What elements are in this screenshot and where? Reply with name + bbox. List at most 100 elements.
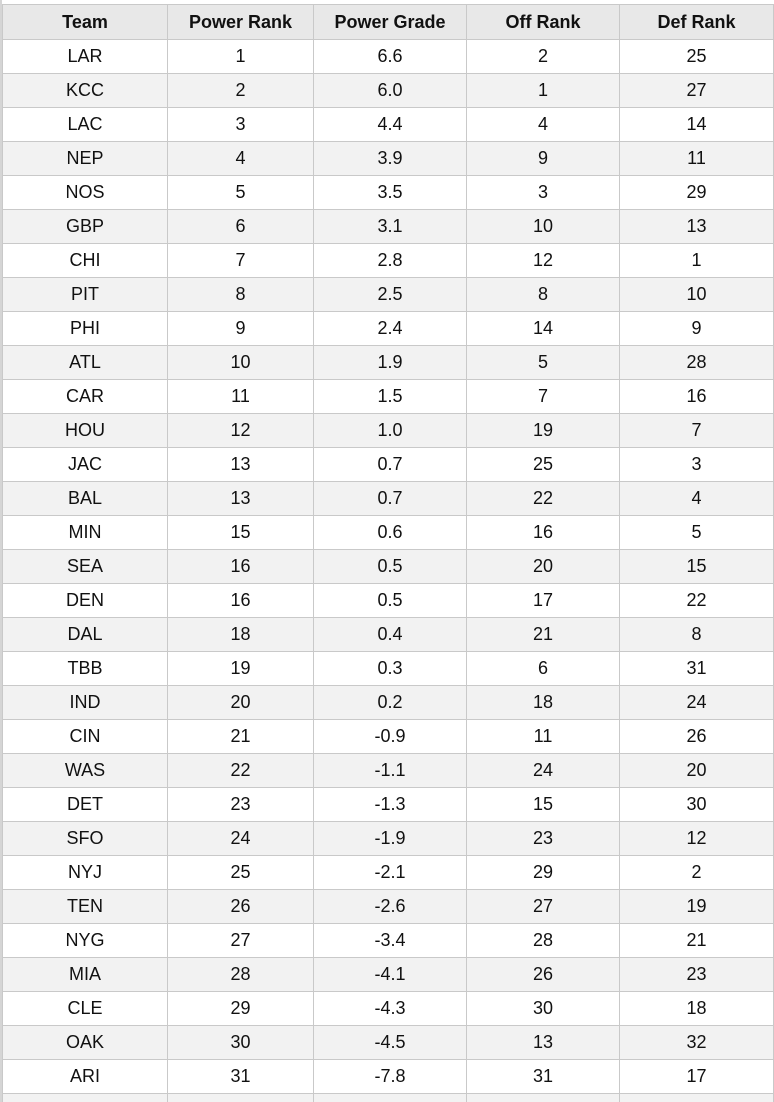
cell-power-rank[interactable]: 24 <box>167 821 314 856</box>
cell-off-rank[interactable]: 26 <box>466 957 620 992</box>
cell-power-grade[interactable]: -2.1 <box>313 855 467 890</box>
cell-def-rank[interactable]: 24 <box>619 685 774 720</box>
cell-power-rank[interactable]: 27 <box>167 923 314 958</box>
cell-team[interactable]: KCC <box>2 73 168 108</box>
cell-power-rank[interactable]: 18 <box>167 617 314 652</box>
cell-off-rank[interactable]: 3 <box>466 175 620 210</box>
cell-team[interactable]: TEN <box>2 889 168 924</box>
cell-team[interactable]: DAL <box>2 617 168 652</box>
cell-def-rank[interactable]: 10 <box>619 277 774 312</box>
cell-def-rank[interactable]: 14 <box>619 107 774 142</box>
cell-def-rank[interactable]: 5 <box>619 515 774 550</box>
cell-team[interactable]: BUF <box>2 1093 168 1102</box>
cell-power-rank[interactable]: 10 <box>167 345 314 380</box>
cell-def-rank[interactable]: 4 <box>619 481 774 516</box>
cell-off-rank[interactable]: 24 <box>466 753 620 788</box>
cell-power-rank[interactable]: 16 <box>167 549 314 584</box>
cell-power-grade[interactable]: 3.5 <box>313 175 467 210</box>
cell-team[interactable]: JAC <box>2 447 168 482</box>
header-team[interactable]: Team <box>2 4 168 40</box>
cell-team[interactable]: CHI <box>2 243 168 278</box>
cell-off-rank[interactable]: 14 <box>466 311 620 346</box>
cell-def-rank[interactable]: 6 <box>619 1093 774 1102</box>
cell-team[interactable]: PHI <box>2 311 168 346</box>
cell-off-rank[interactable]: 29 <box>466 855 620 890</box>
cell-power-grade[interactable]: -1.9 <box>313 821 467 856</box>
cell-team[interactable]: IND <box>2 685 168 720</box>
cell-power-grade[interactable]: 1.5 <box>313 379 467 414</box>
cell-power-grade[interactable]: 3.1 <box>313 209 467 244</box>
cell-off-rank[interactable]: 8 <box>466 277 620 312</box>
cell-def-rank[interactable]: 9 <box>619 311 774 346</box>
cell-def-rank[interactable]: 27 <box>619 73 774 108</box>
cell-def-rank[interactable]: 30 <box>619 787 774 822</box>
cell-team[interactable]: PIT <box>2 277 168 312</box>
cell-power-grade[interactable]: 0.3 <box>313 651 467 686</box>
cell-power-rank[interactable]: 2 <box>167 73 314 108</box>
cell-power-rank[interactable]: 19 <box>167 651 314 686</box>
cell-team[interactable]: DET <box>2 787 168 822</box>
cell-off-rank[interactable]: 15 <box>466 787 620 822</box>
cell-team[interactable]: NEP <box>2 141 168 176</box>
cell-power-rank[interactable]: 5 <box>167 175 314 210</box>
cell-power-rank[interactable]: 11 <box>167 379 314 414</box>
cell-team[interactable]: OAK <box>2 1025 168 1060</box>
cell-off-rank[interactable]: 21 <box>466 617 620 652</box>
cell-off-rank[interactable]: 32 <box>466 1093 620 1102</box>
cell-power-grade[interactable]: -2.6 <box>313 889 467 924</box>
cell-team[interactable]: LAR <box>2 39 168 74</box>
cell-team[interactable]: MIN <box>2 515 168 550</box>
cell-power-rank[interactable]: 26 <box>167 889 314 924</box>
cell-team[interactable]: SFO <box>2 821 168 856</box>
cell-power-grade[interactable]: 1.9 <box>313 345 467 380</box>
cell-off-rank[interactable]: 13 <box>466 1025 620 1060</box>
cell-power-grade[interactable]: -4.5 <box>313 1025 467 1060</box>
cell-power-grade[interactable]: 0.5 <box>313 583 467 618</box>
cell-power-grade[interactable]: 0.7 <box>313 447 467 482</box>
cell-power-rank[interactable]: 8 <box>167 277 314 312</box>
cell-def-rank[interactable]: 1 <box>619 243 774 278</box>
cell-off-rank[interactable]: 20 <box>466 549 620 584</box>
cell-power-grade[interactable]: -4.3 <box>313 991 467 1026</box>
cell-team[interactable]: NYJ <box>2 855 168 890</box>
cell-power-grade[interactable]: 6.6 <box>313 39 467 74</box>
cell-power-rank[interactable]: 12 <box>167 413 314 448</box>
cell-power-rank[interactable]: 31 <box>167 1059 314 1094</box>
cell-power-grade[interactable]: -7.8 <box>313 1059 467 1094</box>
cell-power-rank[interactable]: 6 <box>167 209 314 244</box>
cell-off-rank[interactable]: 2 <box>466 39 620 74</box>
cell-def-rank[interactable]: 15 <box>619 549 774 584</box>
cell-power-grade[interactable]: 1.0 <box>313 413 467 448</box>
cell-power-grade[interactable]: 3.9 <box>313 141 467 176</box>
cell-off-rank[interactable]: 23 <box>466 821 620 856</box>
header-def-rank[interactable]: Def Rank <box>619 4 774 40</box>
cell-def-rank[interactable]: 2 <box>619 855 774 890</box>
cell-power-grade[interactable]: -4.1 <box>313 957 467 992</box>
cell-def-rank[interactable]: 17 <box>619 1059 774 1094</box>
cell-off-rank[interactable]: 30 <box>466 991 620 1026</box>
header-off-rank[interactable]: Off Rank <box>466 4 620 40</box>
cell-off-rank[interactable]: 10 <box>466 209 620 244</box>
cell-def-rank[interactable]: 20 <box>619 753 774 788</box>
cell-def-rank[interactable]: 26 <box>619 719 774 754</box>
cell-def-rank[interactable]: 19 <box>619 889 774 924</box>
cell-team[interactable]: CAR <box>2 379 168 414</box>
cell-off-rank[interactable]: 5 <box>466 345 620 380</box>
cell-def-rank[interactable]: 31 <box>619 651 774 686</box>
cell-power-grade[interactable]: 2.4 <box>313 311 467 346</box>
cell-team[interactable]: DEN <box>2 583 168 618</box>
cell-power-rank[interactable]: 7 <box>167 243 314 278</box>
cell-def-rank[interactable]: 13 <box>619 209 774 244</box>
cell-power-rank[interactable]: 16 <box>167 583 314 618</box>
cell-off-rank[interactable]: 31 <box>466 1059 620 1094</box>
cell-def-rank[interactable]: 11 <box>619 141 774 176</box>
header-power-rank[interactable]: Power Rank <box>167 4 314 40</box>
cell-power-rank[interactable]: 13 <box>167 481 314 516</box>
cell-team[interactable]: CLE <box>2 991 168 1026</box>
cell-power-rank[interactable]: 15 <box>167 515 314 550</box>
cell-power-rank[interactable]: 1 <box>167 39 314 74</box>
cell-def-rank[interactable]: 29 <box>619 175 774 210</box>
cell-power-rank[interactable]: 3 <box>167 107 314 142</box>
cell-power-grade[interactable]: -8.1 <box>313 1093 467 1102</box>
cell-def-rank[interactable]: 32 <box>619 1025 774 1060</box>
